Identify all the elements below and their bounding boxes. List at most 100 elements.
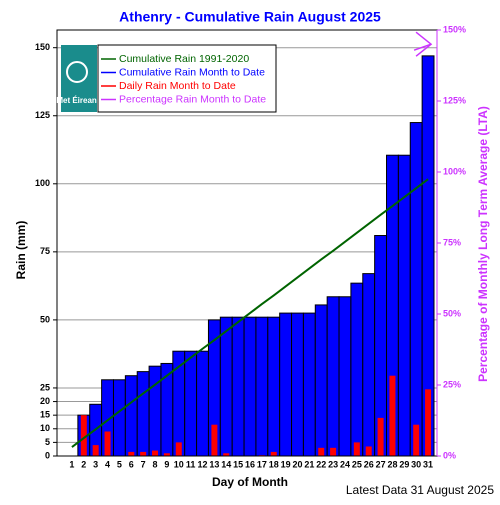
bar <box>184 350 198 457</box>
x-tick-label: 22 <box>316 459 326 469</box>
x-tick-label: 3 <box>93 459 98 469</box>
footer: Latest Data 31 August 2025 <box>346 483 494 497</box>
percentage-line <box>413 43 432 51</box>
x-tick-label: 11 <box>186 459 196 469</box>
y-tick-label: 75 <box>40 246 50 256</box>
bar <box>243 316 257 457</box>
y-tick-label: 150 <box>35 42 50 52</box>
daily-bar <box>330 447 337 456</box>
x-tick-label: 19 <box>281 459 291 469</box>
logo <box>61 45 97 112</box>
daily-bar <box>413 424 420 456</box>
daily-bar <box>353 442 360 456</box>
x-tick-label: 18 <box>269 459 279 469</box>
x-tick-label: 30 <box>411 459 421 469</box>
x-tick-label: 13 <box>209 459 219 469</box>
daily-bar <box>365 446 372 456</box>
x-tick-label: 20 <box>292 459 302 469</box>
bar <box>362 273 376 457</box>
y-tick-label: 5 <box>45 437 50 447</box>
x-tick-label: 17 <box>257 459 267 469</box>
bar <box>314 304 328 457</box>
bar <box>219 316 233 457</box>
chart-title: Athenry - Cumulative Rain August 2025 <box>119 9 381 25</box>
daily-bar <box>80 415 87 456</box>
daily-bar <box>318 447 325 456</box>
bar <box>112 379 126 457</box>
bar <box>302 312 316 457</box>
daily-bar <box>104 431 111 456</box>
legend-label: Cumulative Rain 1991-2020 <box>119 53 249 65</box>
x-tick-label: 28 <box>387 459 397 469</box>
daily-bar <box>175 442 182 456</box>
x-tick-label: 7 <box>141 459 146 469</box>
x-tick-label: 25 <box>352 459 362 469</box>
x-tick-label: 31 <box>423 459 433 469</box>
y2-tick-label: 75% <box>443 237 461 247</box>
bar <box>124 375 138 457</box>
x-tick-label: 15 <box>233 459 243 469</box>
x-tick-label: 24 <box>340 459 350 469</box>
daily-bar <box>128 451 135 456</box>
bar <box>267 316 281 457</box>
daily-bar <box>211 424 218 456</box>
x-tick-label: 1 <box>69 459 74 469</box>
x-tick-label: 27 <box>376 459 386 469</box>
x-tick-label: 10 <box>174 459 184 469</box>
y2-tick-label: 50% <box>443 308 461 318</box>
daily-bar <box>140 451 147 456</box>
daily-bar <box>270 451 277 456</box>
y2-tick-label: 125% <box>443 95 466 105</box>
y-axis-label: Rain (mm) <box>14 221 28 280</box>
x-tick-label: 14 <box>221 459 231 469</box>
daily-bar <box>92 445 99 456</box>
x-tick-label: 29 <box>399 459 409 469</box>
y-tick-label: 10 <box>40 423 50 433</box>
x-tick-label: 6 <box>129 459 134 469</box>
legend-label: Percentage Rain Month to Date <box>119 93 266 105</box>
y2-tick-label: 25% <box>443 379 461 389</box>
legend-label: Cumulative Rain Month to Date <box>119 66 265 78</box>
y2-axis-label: Percentage of Monthly Long Term Average … <box>476 106 490 382</box>
bar <box>326 296 340 457</box>
y2-tick-label: 100% <box>443 166 466 176</box>
bar <box>231 316 245 457</box>
bar <box>291 312 304 457</box>
x-tick-label: 23 <box>328 459 338 469</box>
bar <box>160 362 174 457</box>
bar <box>255 316 269 457</box>
y-tick-label: 100 <box>35 178 50 188</box>
bar <box>409 122 423 457</box>
daily-bar <box>152 450 159 456</box>
daily-bar <box>425 389 432 456</box>
daily-bar <box>223 453 230 456</box>
y-tick-label: 50 <box>40 314 50 324</box>
legend <box>97 44 277 113</box>
y-tick-label: 15 <box>40 410 50 420</box>
x-tick-label: 26 <box>364 459 374 469</box>
y2-tick-label: 0% <box>443 450 456 460</box>
x-tick-label: 21 <box>304 459 314 469</box>
y-tick-label: 125 <box>35 110 50 120</box>
x-tick-label: 16 <box>245 459 255 469</box>
x-tick-label: 4 <box>105 459 110 469</box>
bar <box>196 350 209 457</box>
y-tick-label: 20 <box>40 396 50 406</box>
y-tick-label: 0 <box>45 450 50 460</box>
daily-bar <box>377 417 384 456</box>
x-tick-label: 12 <box>198 459 208 469</box>
y2-tick-label: 150% <box>443 24 466 34</box>
logo-swirl <box>66 61 88 83</box>
lta-line <box>71 178 429 448</box>
bar <box>279 312 293 457</box>
logo-text: Met Éireann <box>56 96 101 105</box>
bar <box>148 365 162 457</box>
x-axis-label: Day of Month <box>212 475 288 489</box>
bar <box>350 282 364 457</box>
x-tick-label: 2 <box>81 459 86 469</box>
bar <box>136 371 150 457</box>
bar <box>338 296 352 457</box>
daily-bar <box>389 375 396 456</box>
legend-label: Daily Rain Month to Date <box>119 80 236 92</box>
